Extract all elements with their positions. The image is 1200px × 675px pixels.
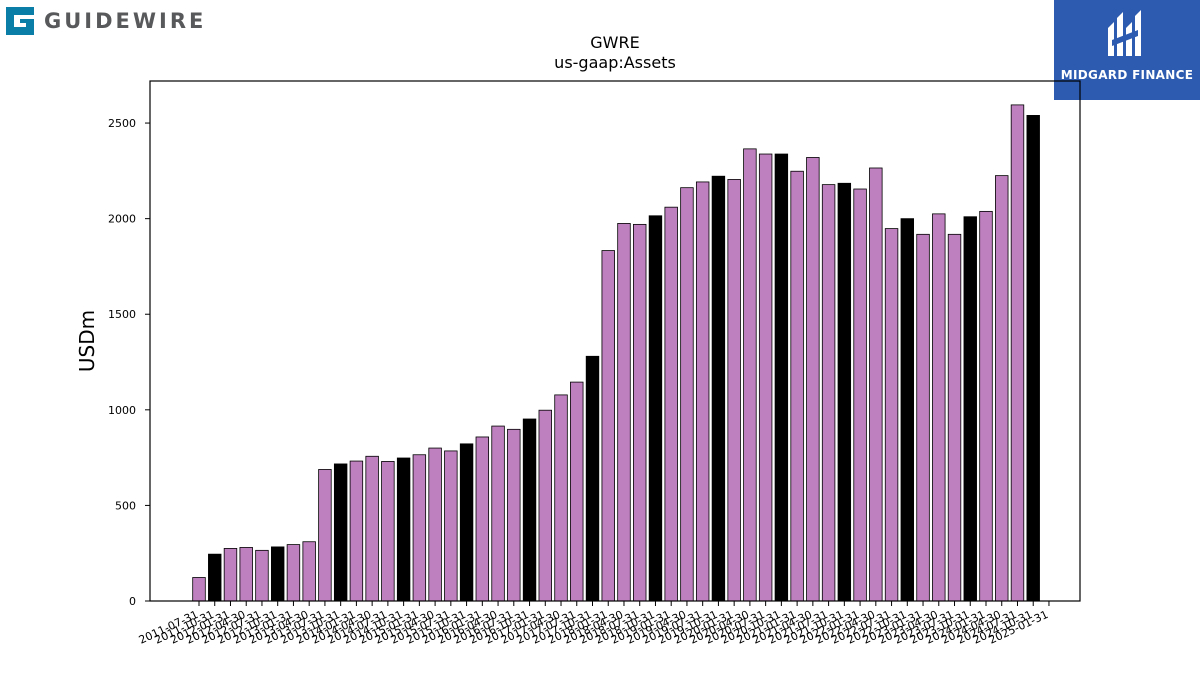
y-axis-label: USDm <box>75 310 99 372</box>
y-tick-label: 0 <box>129 595 136 608</box>
bar <box>239 547 253 602</box>
bar <box>365 455 379 602</box>
bar <box>743 148 757 602</box>
bar <box>192 577 206 602</box>
bar <box>475 436 490 602</box>
bar <box>459 443 474 602</box>
bar <box>884 228 899 602</box>
midgard-logo-icon <box>1108 10 1141 56</box>
bar <box>1026 115 1040 602</box>
plot-frame <box>149 80 1081 602</box>
bar <box>538 409 552 602</box>
y-tick-label: 1000 <box>108 404 136 417</box>
y-tick-label: 1500 <box>108 308 136 321</box>
bar <box>333 463 348 602</box>
bar <box>444 450 458 602</box>
bar <box>633 223 647 602</box>
bar <box>570 381 584 602</box>
chart-subtitle: us-gaap:Assets <box>554 53 676 72</box>
bars-group <box>192 104 1040 602</box>
bar <box>916 233 930 602</box>
bar <box>680 187 694 602</box>
bar <box>286 544 301 602</box>
bar <box>428 447 442 602</box>
bar <box>255 549 269 602</box>
bar <box>601 250 615 602</box>
bar <box>270 546 285 602</box>
bar <box>711 175 726 602</box>
bar <box>648 215 663 602</box>
bar <box>837 182 852 602</box>
bar <box>617 223 631 602</box>
bar <box>223 548 238 602</box>
bar <box>758 153 773 602</box>
bar <box>727 179 741 602</box>
bar <box>695 181 710 602</box>
bar <box>302 541 316 602</box>
bar <box>396 457 411 602</box>
bar <box>491 425 505 602</box>
bar <box>869 167 883 602</box>
chart-title: GWRE <box>590 33 639 52</box>
bar <box>853 188 867 602</box>
y-tick-label: 500 <box>115 499 136 512</box>
bar <box>900 218 915 602</box>
bar <box>318 469 332 602</box>
y-tick-label: 2500 <box>108 117 136 130</box>
bar <box>349 460 364 602</box>
y-axis: 0 500 1000 1500 2000 2500 <box>108 117 150 608</box>
bar <box>821 184 836 602</box>
bar <box>585 355 600 602</box>
bar <box>208 553 222 602</box>
y-tick-label: 2000 <box>108 213 136 226</box>
bar <box>664 206 678 602</box>
bar <box>522 418 537 602</box>
logo-text: GUIDEWIRE <box>44 9 207 33</box>
midgard-brand-box: MIDGARD FINANCE <box>1054 0 1200 100</box>
bar <box>963 216 977 602</box>
guidewire-logo: GUIDEWIRE <box>4 4 206 38</box>
bar <box>932 213 946 602</box>
bar <box>381 461 395 602</box>
bar <box>995 175 1009 602</box>
guidewire-g-icon <box>6 7 34 35</box>
bar <box>790 170 804 602</box>
bar <box>774 153 789 602</box>
bar <box>412 454 427 602</box>
bar <box>507 428 521 602</box>
bar <box>806 157 820 602</box>
bar <box>947 233 962 602</box>
bar <box>979 210 993 602</box>
x-axis: 2011-07-312011-10-312012-01-312012-04-30… <box>137 601 1050 647</box>
bar <box>1010 104 1025 602</box>
bar <box>554 394 568 602</box>
brand-text: MIDGARD FINANCE <box>1060 68 1194 82</box>
